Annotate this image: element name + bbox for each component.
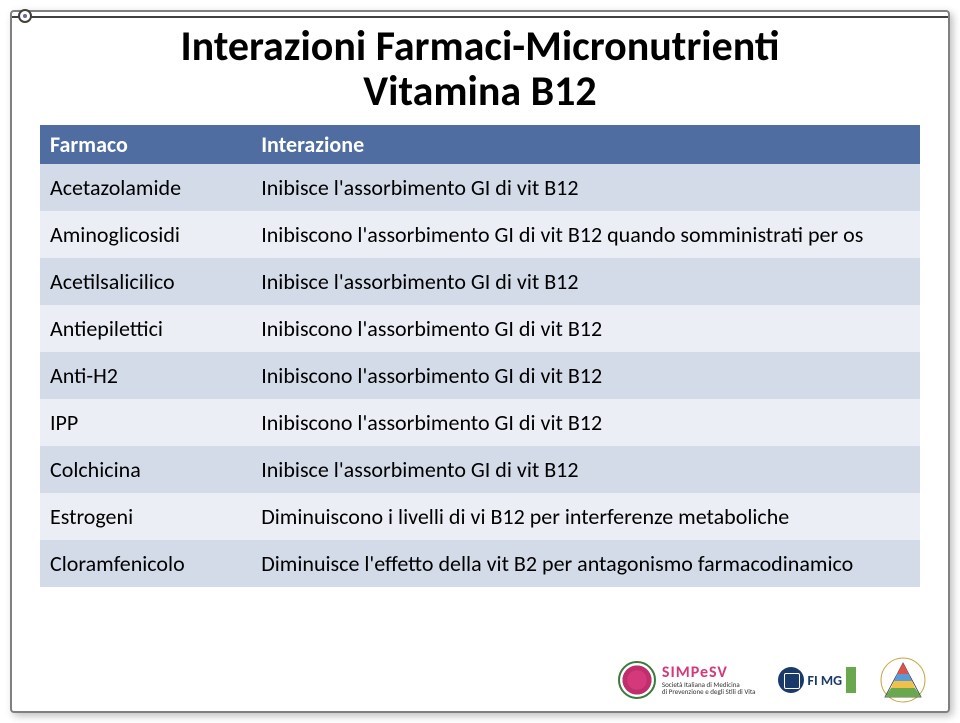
cell-interazione: Diminuiscono i livelli di vi B12 per int… — [251, 493, 920, 540]
cell-farmaco: Anti-H2 — [40, 352, 251, 399]
fimmg-green-bar-icon — [846, 667, 856, 693]
logo-simpesv: SIMPeSV Società Italiana di Medicina di … — [618, 661, 756, 699]
interaction-table: Farmaco Interazione AcetazolamideInibisc… — [40, 125, 920, 587]
table-row: AminoglicosidiInibiscono l'assorbimento … — [40, 211, 920, 258]
cell-farmaco: Cloramfenicolo — [40, 540, 251, 587]
col-header-interazione: Interazione — [251, 125, 920, 164]
simpesv-mark-icon — [618, 661, 656, 699]
edge-line — [12, 16, 948, 18]
cell-farmaco: Antiepilettici — [40, 305, 251, 352]
cell-farmaco: Estrogeni — [40, 493, 251, 540]
table-header-row: Farmaco Interazione — [40, 125, 920, 164]
cell-farmaco: IPP — [40, 399, 251, 446]
cell-interazione: Inibisce l'assorbimento GI di vit B12 — [251, 446, 920, 493]
cell-interazione: Inibiscono l'assorbimento GI di vit B12 … — [251, 211, 920, 258]
simpesv-abbr: SIMPeSV — [662, 665, 756, 681]
col-header-farmaco: Farmaco — [40, 125, 251, 164]
cell-interazione: Inibisce l'assorbimento GI di vit B12 — [251, 164, 920, 211]
logo-pyramid-icon — [878, 657, 928, 703]
table-row: IPPInibiscono l'assorbimento GI di vit B… — [40, 399, 920, 446]
title-line-1: Interazioni Farmaci-Micronutrienti — [40, 24, 920, 69]
table-row: AntiepiletticiInibiscono l'assorbimento … — [40, 305, 920, 352]
table-row: AcetazolamideInibisce l'assorbimento GI … — [40, 164, 920, 211]
title-line-2: Vitamina B12 — [40, 69, 920, 114]
cell-interazione: Inibiscono l'assorbimento GI di vit B12 — [251, 352, 920, 399]
cell-interazione: Inibiscono l'assorbimento GI di vit B12 — [251, 305, 920, 352]
table-row: Anti-H2Inibiscono l'assorbimento GI di v… — [40, 352, 920, 399]
cell-farmaco: Aminoglicosidi — [40, 211, 251, 258]
slide-title: Interazioni Farmaci-Micronutrienti Vitam… — [40, 24, 920, 115]
slide-frame: Interazioni Farmaci-Micronutrienti Vitam… — [10, 10, 950, 713]
slide-top-edge — [12, 12, 948, 18]
cell-farmaco: Acetazolamide — [40, 164, 251, 211]
table-row: EstrogeniDiminuiscono i livelli di vi B1… — [40, 493, 920, 540]
cell-interazione: Inibiscono l'assorbimento GI di vit B12 — [251, 399, 920, 446]
logo-fimmg: FI MG — [778, 667, 856, 693]
table-row: ColchicinaInibisce l'assorbimento GI di … — [40, 446, 920, 493]
footer-logos: SIMPeSV Società Italiana di Medicina di … — [618, 657, 928, 703]
cell-interazione: Diminuisce l'effetto della vit B2 per an… — [251, 540, 920, 587]
fimmg-mark-icon — [778, 667, 804, 693]
cell-interazione: Inibisce l'assorbimento GI di vit B12 — [251, 258, 920, 305]
cell-farmaco: Acetilsalicilico — [40, 258, 251, 305]
table-row: AcetilsalicilicoInibisce l'assorbimento … — [40, 258, 920, 305]
simpesv-sub2: di Prevenzione e degli Stili di Vita — [662, 688, 756, 695]
table-row: CloramfenicoloDiminuisce l'effetto della… — [40, 540, 920, 587]
slide-content: Interazioni Farmaci-Micronutrienti Vitam… — [12, 12, 948, 587]
bullet-marker-icon — [18, 9, 32, 23]
cell-farmaco: Colchicina — [40, 446, 251, 493]
simpesv-text: SIMPeSV Società Italiana di Medicina di … — [662, 665, 756, 695]
fimmg-text: FI MG — [808, 672, 842, 689]
